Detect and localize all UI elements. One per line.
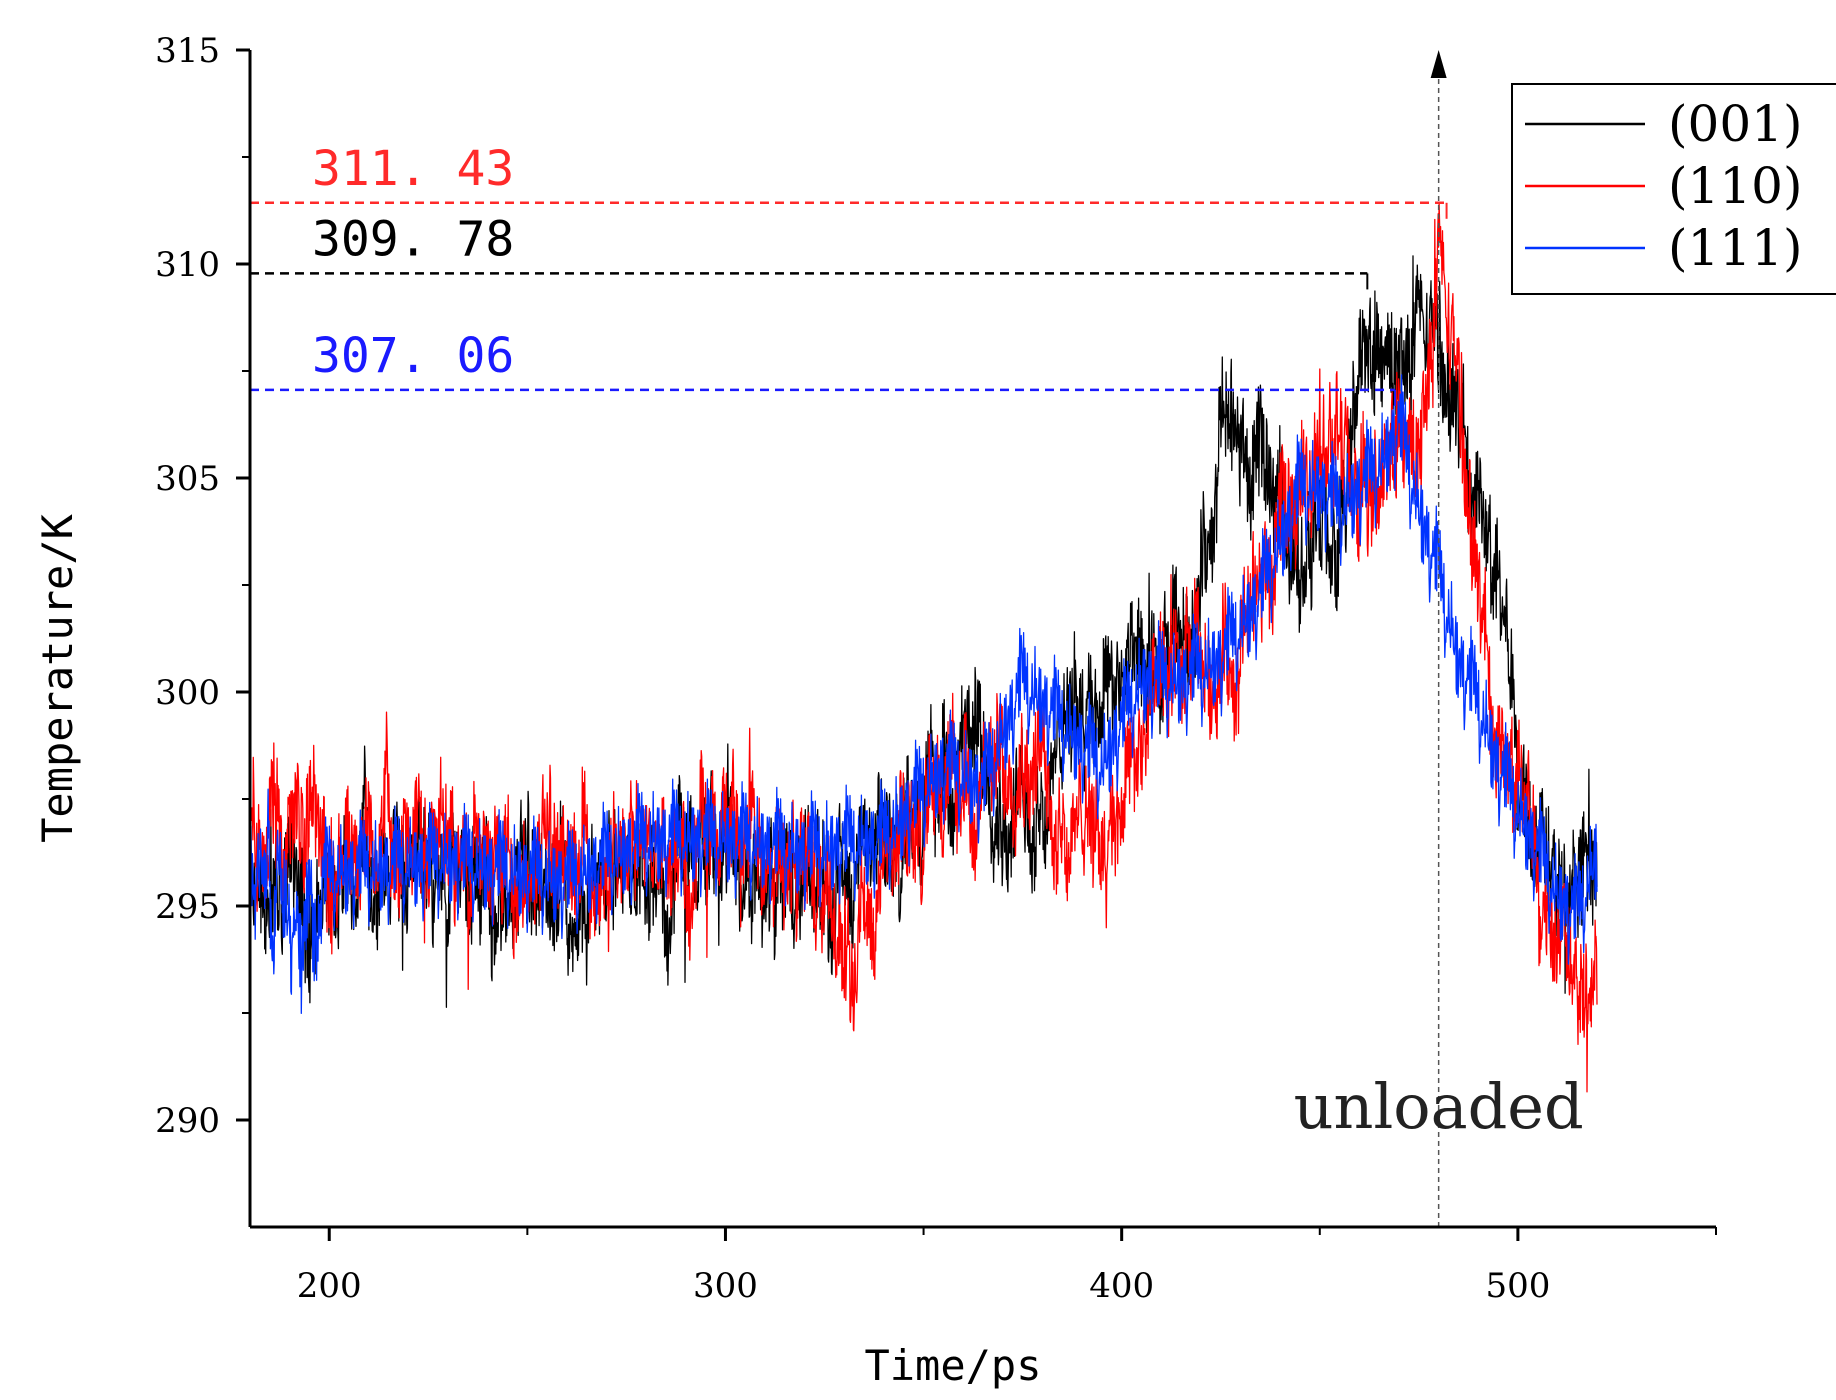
x-tick-label: 400	[1089, 1266, 1154, 1306]
x-tick-label: 200	[297, 1266, 362, 1306]
legend-label: (001)	[1668, 95, 1802, 153]
y-tick-label: 295	[155, 887, 220, 927]
y-tick-label: 290	[155, 1101, 220, 1141]
series-line-111	[249, 374, 1598, 1015]
y-tick-label: 305	[155, 459, 220, 499]
legend-box	[1511, 83, 1836, 295]
legend: (001)(110)(111)	[1511, 83, 1836, 295]
legend-label: (111)	[1668, 219, 1802, 277]
reference-lines: 311. 43 309. 78 307. 06	[250, 50, 1448, 1227]
y-tick-label: 300	[155, 673, 220, 713]
reference-label-2: 307. 06	[312, 328, 514, 384]
legend-label: (110)	[1668, 157, 1802, 215]
unloaded-arrow-icon	[1430, 50, 1447, 78]
x-tick-label: 300	[693, 1266, 758, 1306]
y-tick-label: 315	[155, 31, 220, 71]
y-axis-title: Temperature/K	[33, 513, 82, 842]
reference-label-0: 311. 43	[312, 141, 514, 197]
x-axis-title: Time/ps	[864, 1341, 1041, 1390]
series-layer	[249, 201, 1598, 1093]
unloaded-annotation: unloaded	[1294, 1070, 1584, 1143]
axes: 290 295 300 305 310 315 200 300 400 500	[155, 31, 1717, 1306]
reference-label-1: 309. 78	[312, 211, 514, 267]
y-tick-label: 310	[155, 245, 220, 285]
x-tick-label: 500	[1485, 1266, 1550, 1306]
